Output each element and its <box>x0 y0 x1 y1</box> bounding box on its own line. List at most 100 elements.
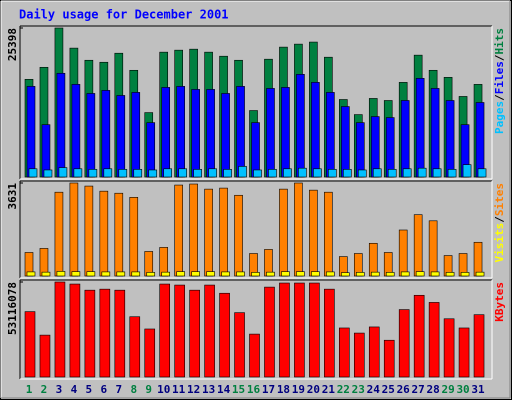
bar <box>473 314 485 378</box>
bar <box>296 74 305 178</box>
x-tick-label: 25 <box>382 383 395 396</box>
bar <box>430 271 440 277</box>
bar <box>26 86 36 178</box>
bar <box>328 169 337 178</box>
bar <box>462 164 472 178</box>
bar <box>101 90 111 178</box>
x-tick-label: 15 <box>232 383 245 396</box>
bar <box>372 168 382 178</box>
bar <box>268 169 277 178</box>
bar <box>129 316 141 378</box>
legend-entry: Files <box>493 61 506 94</box>
bar <box>415 78 425 178</box>
bar <box>208 168 217 178</box>
bar <box>163 168 173 178</box>
bar <box>236 271 245 277</box>
bar <box>413 214 423 277</box>
bar <box>176 271 185 277</box>
bar <box>41 271 51 277</box>
bar <box>84 289 96 378</box>
x-tick-label: 19 <box>292 383 305 396</box>
bar <box>236 86 245 178</box>
bar <box>88 169 98 178</box>
x-tick-label: 28 <box>427 383 440 396</box>
bar <box>71 271 81 277</box>
x-tick-label: 23 <box>352 383 365 396</box>
bar <box>281 87 290 178</box>
bar <box>264 286 275 378</box>
x-tick-label: 12 <box>187 383 200 396</box>
bar <box>473 241 483 277</box>
bar <box>294 282 305 378</box>
x-tick-label: 18 <box>277 383 290 396</box>
bar <box>368 242 378 277</box>
y-max-label: 3631 <box>6 183 19 210</box>
x-tick-label: 22 <box>337 383 350 396</box>
bar <box>387 169 397 178</box>
x-tick-label: 1 <box>26 383 33 396</box>
bar <box>116 95 126 178</box>
bar <box>266 88 275 178</box>
bar <box>161 87 171 178</box>
bar <box>191 89 200 178</box>
bar <box>221 93 230 178</box>
bar <box>447 169 457 178</box>
bar <box>298 167 307 178</box>
bar <box>131 271 141 277</box>
x-tick-label: 16 <box>247 383 261 396</box>
legend-entry: Sites <box>493 183 506 216</box>
bar <box>296 271 305 277</box>
bar <box>101 271 111 277</box>
bar <box>415 271 425 277</box>
bar <box>114 192 124 277</box>
bar <box>398 309 410 378</box>
bar <box>432 168 442 178</box>
bar <box>144 328 156 378</box>
bar <box>249 333 260 378</box>
bar <box>343 169 352 178</box>
legend-entry: KBytes <box>493 282 506 322</box>
x-tick-label: 10 <box>157 383 170 396</box>
bar <box>161 271 171 277</box>
bar <box>324 288 335 378</box>
legend-separator: / <box>493 216 506 223</box>
bar <box>458 327 470 378</box>
x-tick-label: 2 <box>41 383 48 396</box>
bar <box>445 272 455 277</box>
x-tick-label: 9 <box>145 383 152 396</box>
bar <box>223 169 232 178</box>
bar <box>279 188 288 277</box>
x-tick-label: 21 <box>322 383 336 396</box>
bar <box>28 168 38 178</box>
bar <box>313 168 322 178</box>
bar <box>283 168 292 178</box>
x-tick-label: 4 <box>71 383 78 396</box>
bar <box>133 169 143 178</box>
bar <box>339 327 350 378</box>
bar <box>193 169 202 178</box>
bar <box>41 124 51 178</box>
bar <box>189 289 200 378</box>
bar <box>54 281 66 378</box>
legend-entry: Pages <box>493 101 506 134</box>
x-tick-label: 29 <box>441 383 454 396</box>
bar <box>159 283 171 378</box>
bar <box>279 282 290 378</box>
bar <box>385 117 395 178</box>
bar <box>253 169 262 178</box>
bar <box>324 191 333 277</box>
bar <box>146 122 156 178</box>
bar <box>56 271 66 277</box>
x-tick-label: 27 <box>412 383 425 396</box>
chart-title: Daily usage for December 2001 <box>19 8 229 22</box>
legend-separator: / <box>493 54 506 61</box>
bar <box>159 247 169 277</box>
bar <box>103 168 113 178</box>
bar <box>73 168 83 178</box>
bar <box>398 229 408 277</box>
bar <box>475 102 485 178</box>
bar <box>428 220 438 277</box>
bar <box>116 271 126 277</box>
bar <box>400 100 410 178</box>
bar <box>266 271 275 277</box>
